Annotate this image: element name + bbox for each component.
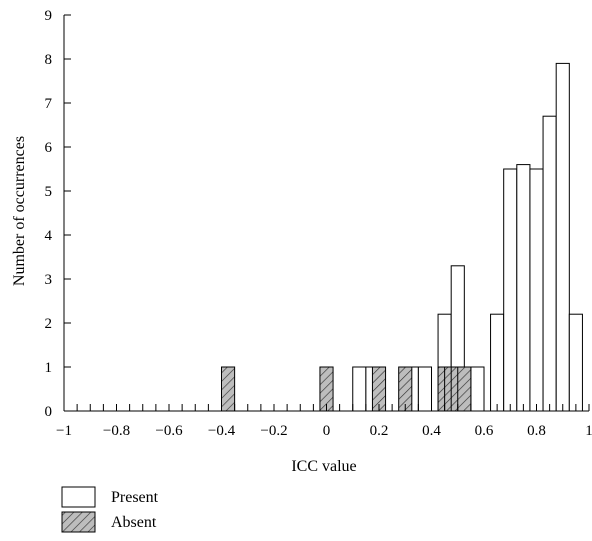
y-tick-label: 5	[45, 184, 53, 200]
legend-swatch-present	[61, 486, 96, 508]
axes-layer: 0 1 2 3 4 5 6 7 8 9 −1 −0.8 −0.6 −0.4 −0.2 0 0.2 0.4 0.6 0.…	[45, 8, 592, 439]
x-tick-label: 0	[323, 423, 331, 439]
legend-label-absent: Absent	[111, 514, 157, 531]
x-axis-label: ICC value	[291, 458, 356, 475]
x-tick-label: −1	[56, 423, 72, 439]
y-tick-label: 2	[45, 316, 53, 332]
y-tick-label: 6	[45, 140, 53, 156]
x-tick-label: −0.6	[155, 423, 183, 439]
x-tick-label: 0.8	[527, 423, 546, 439]
present-bar-9	[516, 164, 531, 412]
x-tick-label: 0.4	[422, 423, 441, 439]
present-bar-13	[568, 313, 583, 412]
x-tick-label: −0.4	[208, 423, 236, 439]
present-bar-6	[470, 366, 485, 412]
y-tick-label: 4	[45, 228, 53, 244]
y-tick-label: 3	[45, 272, 53, 288]
present-bar-0	[352, 366, 367, 412]
x-tick-label: −0.8	[103, 423, 130, 439]
y-tick-label: 0	[45, 404, 53, 420]
absent-bar-7	[457, 366, 472, 412]
x-tick-label: 0.6	[475, 423, 494, 439]
legend-swatch-absent	[61, 511, 96, 533]
x-tick-label: 1	[585, 423, 592, 439]
bars-layer	[221, 62, 583, 412]
y-tick-label: 1	[45, 360, 53, 376]
present-bar-11	[542, 115, 557, 412]
present-bar-3	[417, 366, 433, 412]
present-bar-7	[490, 313, 505, 412]
present-bar-8	[503, 168, 518, 412]
legend: Present Absent	[61, 486, 159, 533]
legend-label-present: Present	[111, 489, 159, 506]
x-tick-label: −0.2	[260, 423, 287, 439]
y-tick-label: 9	[45, 8, 53, 24]
y-tick-label: 8	[45, 52, 53, 68]
present-bar-12	[555, 62, 570, 412]
y-tick-label: 7	[45, 96, 53, 112]
x-tick-label: 0.2	[370, 423, 389, 439]
absent-bar-0	[221, 366, 236, 412]
present-bar-10	[529, 168, 544, 412]
y-axis-label: Number of occurrences	[11, 136, 28, 286]
